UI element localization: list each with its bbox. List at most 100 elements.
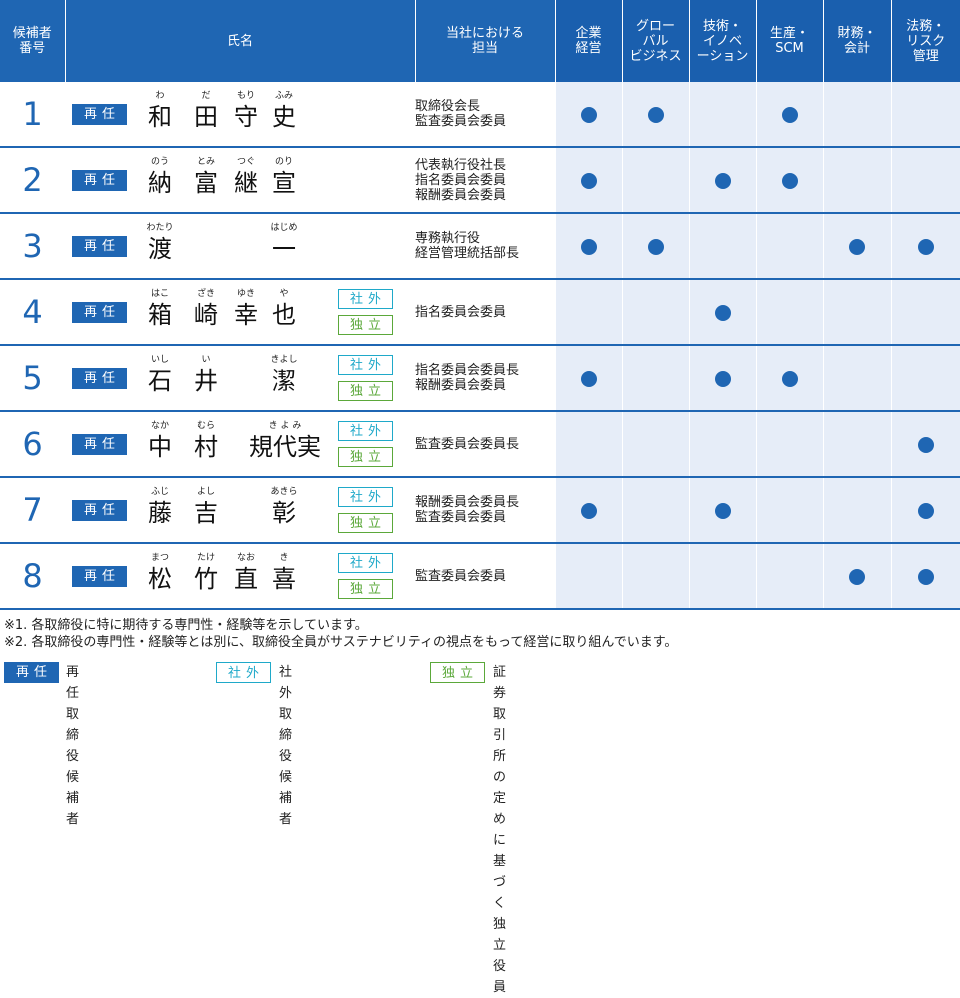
reappoint-badge: 再任 (72, 236, 127, 257)
header-candidate-no: 候補者 番号 (0, 0, 66, 82)
furigana: い (201, 355, 211, 365)
skill-cell-finance (822, 82, 891, 148)
reappoint-badge: 再任 (72, 566, 127, 587)
furigana: はこ (150, 289, 169, 299)
outside-badge: 社外 (338, 289, 393, 309)
skill-cell-technology (688, 147, 756, 214)
skill-cell-production (755, 477, 823, 544)
role-label: 監査委員会委員 (415, 568, 507, 584)
kanji: 田 (194, 103, 218, 131)
skill-cell-technology (688, 411, 756, 478)
reappoint-badge: 再任 (72, 170, 127, 191)
skill-cell-legal (890, 147, 960, 214)
skill-cell-legal (890, 477, 960, 544)
kanji: 幸 (234, 301, 258, 329)
skill-cell-finance (822, 345, 891, 412)
kanji: 継 (234, 169, 258, 197)
furigana: き よ み (268, 421, 302, 431)
skill-cell-production (755, 147, 823, 214)
skill-cell-production (755, 345, 823, 412)
legend-outside-text: 社外取締役候補者 (279, 665, 293, 827)
furigana: だ (201, 91, 211, 101)
skill-cell-production (755, 279, 823, 346)
kanji: 石 (148, 367, 172, 395)
candidate-number: 2 (0, 147, 65, 214)
kanji: 井 (194, 367, 218, 395)
independent-badge: 独立 (338, 579, 393, 599)
kanji: 守 (234, 103, 258, 131)
footnote-2: ※2. 各取締役の専門性・経験等とは別に、取締役全員がサステナビリティの視点をも… (4, 635, 678, 650)
skill-dot-icon (917, 239, 934, 255)
candidate-number: 5 (0, 345, 65, 412)
kanji: 納 (148, 169, 172, 197)
table-header-row: 候補者 番号 氏名 当社における 担当 企業 経営 グロー バル ビジネス 技術… (0, 0, 960, 82)
role-label: 指名委員会委員 (415, 304, 507, 320)
furigana: はじめ (270, 223, 298, 233)
skill-cell-management (554, 213, 622, 280)
skill-dot-icon (714, 173, 731, 189)
reappoint-badge: 再任 (72, 500, 127, 521)
skill-cell-management (554, 82, 622, 148)
role-text: 報酬委員会委員長 監査委員会委員 (415, 477, 555, 544)
skill-cell-global (621, 147, 689, 214)
skill-cell-technology (688, 279, 756, 346)
skill-dot-icon (714, 503, 731, 519)
skill-cell-legal (890, 213, 960, 280)
table-row: 5 再任 いし石 い井 きよし潔 社外 独立 指名委員会委員長 報酬委員会委員 (0, 345, 960, 412)
furigana: ふみ (274, 91, 293, 101)
skill-cell-global (621, 477, 689, 544)
kanji: 也 (272, 301, 296, 329)
candidate-number: 6 (0, 411, 65, 478)
header-skill-legal: 法務・ リスク 管理 (891, 0, 960, 82)
skill-dot-icon (917, 569, 934, 585)
kanji: 富 (194, 169, 218, 197)
independent-badge: 独立 (338, 315, 393, 335)
furigana: なお (236, 553, 255, 563)
skill-cell-management (554, 411, 622, 478)
furigana: とみ (196, 157, 215, 167)
skill-cell-legal (890, 345, 960, 412)
outside-badge: 社外 (338, 421, 393, 441)
footnotes: ※1. 各取締役に特に期待する専門性・経験等を示しています。 ※2. 各取締役の… (4, 617, 677, 651)
role-label: 代表執行役社長 指名委員会委員 報酬委員会委員 (415, 157, 507, 203)
skill-cell-legal (890, 279, 960, 346)
skill-cell-technology (688, 477, 756, 544)
skill-cell-finance (822, 543, 891, 610)
skill-cell-global (621, 543, 689, 610)
kanji: 史 (272, 103, 296, 131)
kanji: 渡 (148, 235, 172, 263)
skill-dot-icon (849, 569, 865, 585)
reappoint-badge: 再任 (72, 368, 127, 389)
furigana: や (279, 289, 289, 299)
skill-cell-technology (688, 82, 756, 148)
furigana: たけ (196, 553, 215, 563)
candidate-name-cell: 再任 まつ松 たけ竹 なお直 き喜 社外 独立 (65, 543, 415, 610)
role-text: 監査委員会委員長 (415, 411, 555, 478)
table-row: 3 再任 わたり渡 はじめ一 専務執行役 経営管理統括部長 (0, 213, 960, 280)
skill-dot-icon (580, 173, 597, 189)
candidate-name-cell: 再任 わたり渡 はじめ一 (65, 213, 415, 280)
skill-dot-icon (580, 503, 597, 519)
skill-dot-icon (580, 239, 597, 255)
kanji: 規代実 (249, 433, 321, 461)
skill-dot-icon (781, 371, 798, 387)
kanji: 彰 (272, 499, 296, 527)
header-skill-global: グロー バル ビジネス (622, 0, 690, 82)
kanji: 潔 (272, 367, 296, 395)
role-text: 監査委員会委員 (415, 543, 555, 610)
furigana: いし (150, 355, 169, 365)
reappoint-badge: 再任 (72, 434, 127, 455)
furigana: き (279, 553, 289, 563)
kanji: 松 (148, 565, 172, 593)
legend-reappoint-badge: 再任 (4, 662, 59, 683)
independent-badge: 独立 (338, 447, 393, 467)
kanji: 竹 (194, 565, 218, 593)
kanji: 直 (234, 565, 258, 593)
furigana: わ (155, 91, 165, 101)
skill-cell-management (554, 477, 622, 544)
legend-reappoint-text: 再任取締役候補者 (66, 665, 80, 827)
role-text: 指名委員会委員長 報酬委員会委員 (415, 345, 555, 412)
skill-cell-production (755, 213, 823, 280)
legend-outside-badge: 社外 (216, 662, 271, 683)
